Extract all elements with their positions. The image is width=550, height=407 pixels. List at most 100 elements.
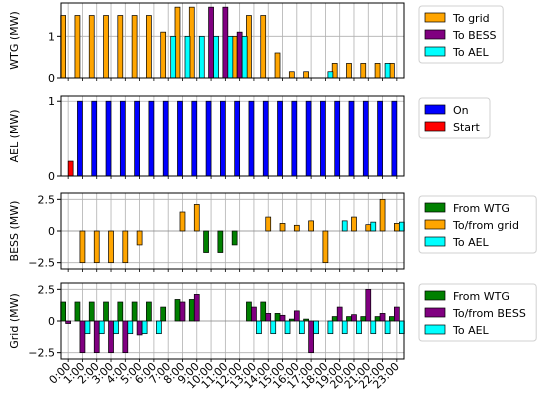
bar-from-wtg [260, 301, 267, 322]
y-tick-label: 0 [48, 315, 55, 328]
bar-from-wtg [131, 301, 138, 322]
bar-to-grid [88, 15, 95, 79]
chart-panels: 0 1 WTG (MW) To grid To BESS To AEL 0 1 AEL (MW)… [8, 2, 537, 392]
bar-to-ael [384, 320, 391, 335]
bar-to-grid [346, 63, 352, 79]
bar-to-from-bess [251, 306, 257, 322]
bar-to-from-bess [65, 320, 71, 324]
bar-to-from-bess [193, 294, 200, 322]
bar-to-ael [284, 320, 291, 335]
bar-to-from-bess [293, 310, 300, 322]
bar-to-from-bess [79, 320, 86, 354]
bar-to-from-bess [265, 313, 272, 322]
bar-on [348, 100, 355, 177]
bar-to-ael [341, 320, 348, 335]
bar-to-ael [184, 35, 191, 79]
panel-4: −2.5 0 2.5 Grid (MW) From WTG To/from BESS To … [8, 282, 537, 362]
legend-swatch [424, 324, 446, 335]
bar-to-from-grid [293, 224, 300, 232]
legend-swatch [424, 121, 446, 132]
bar-on [205, 100, 212, 177]
bar-to-bess [222, 6, 229, 79]
bar-from-wtg [103, 301, 109, 322]
bar-to-from-grid [394, 223, 400, 232]
bar-to-ael [356, 320, 362, 335]
bar-on [91, 100, 98, 177]
y-tick-label: 2.5 [38, 283, 56, 296]
bar-on [162, 100, 169, 177]
legend-swatch [424, 46, 446, 57]
bar-to-ael [141, 320, 148, 335]
legend: From WTG To/from BESS To AEL [418, 283, 537, 342]
legend-label: To/from BESS [452, 307, 526, 320]
bar-on [234, 100, 240, 177]
bar-to-ael [298, 320, 305, 335]
bar-to-ael [327, 71, 334, 79]
legend-label: To AEL [452, 236, 490, 249]
y-tick-label: 0 [48, 170, 55, 183]
y-axis-label: WTG (MW) [8, 11, 21, 70]
legend-label: From WTG [453, 290, 510, 303]
bar-from-wtg [217, 230, 224, 253]
bar-to-ael [84, 320, 91, 335]
legend: To grid To BESS To AEL [418, 5, 504, 64]
legend: From WTG To/from grid To AEL [418, 195, 537, 254]
bar-to-grid [160, 31, 167, 79]
bar-on [119, 100, 126, 177]
bar-to-ael [127, 320, 134, 335]
bar-from-wtg [374, 316, 381, 322]
bar-to-ael [370, 221, 377, 232]
bar-to-from-bess [351, 314, 357, 322]
bar-from-wtg [174, 299, 181, 322]
bar-on [277, 100, 283, 177]
bar-to-grid [288, 71, 295, 79]
bar-on [334, 100, 341, 177]
bar-to-ael [256, 320, 262, 335]
y-axis-label: AEL (MW) [8, 109, 21, 162]
bar-from-wtg [389, 316, 395, 322]
bar-to-grid [131, 15, 138, 79]
bar-to-grid [103, 15, 109, 79]
bar-to-ael [156, 320, 162, 335]
y-tick-label: 0 [48, 72, 55, 85]
bar-to-from-bess [136, 320, 143, 336]
legend-swatch [424, 12, 446, 23]
bar-to-ael [341, 220, 348, 232]
y-tick-label: −2.5 [28, 257, 55, 270]
bar-to-from-bess [93, 320, 100, 354]
bar-start [67, 160, 74, 177]
bar-to-from-grid [193, 204, 200, 232]
y-axis-label: BESS (MW) [8, 201, 21, 262]
bar-to-from-grid [122, 230, 129, 264]
bar-from-wtg [274, 313, 281, 322]
bar-to-from-bess [379, 313, 386, 322]
bar-to-from-bess [122, 320, 129, 354]
bar-from-wtg [146, 301, 152, 322]
y-tick-label: 0 [48, 225, 55, 238]
bar-from-wtg [303, 318, 309, 322]
bar-to-grid [274, 52, 281, 79]
y-tick-label: −2.5 [28, 347, 55, 360]
bar-to-from-bess [336, 306, 343, 322]
bar-to-from-grid [136, 230, 143, 246]
legend: On Start [418, 97, 491, 139]
bar-on [291, 100, 298, 177]
bar-on [77, 100, 83, 177]
bar-on [305, 100, 312, 177]
bar-on [391, 100, 398, 177]
bar-to-grid [303, 71, 309, 79]
bar-to-from-grid [308, 220, 314, 232]
y-tick-label: 2.5 [38, 193, 56, 206]
legend-label: To/from grid [452, 219, 519, 232]
bar-to-from-grid [365, 224, 372, 232]
bar-on [105, 100, 112, 177]
legend-swatch [424, 290, 446, 301]
bar-to-from-grid [379, 198, 386, 232]
legend-swatch [424, 219, 446, 230]
bar-to-ael [113, 320, 119, 335]
bar-to-ael [98, 320, 105, 335]
bar-from-wtg [88, 301, 95, 322]
bar-to-from-bess [308, 320, 314, 354]
axes-frame [60, 2, 405, 79]
